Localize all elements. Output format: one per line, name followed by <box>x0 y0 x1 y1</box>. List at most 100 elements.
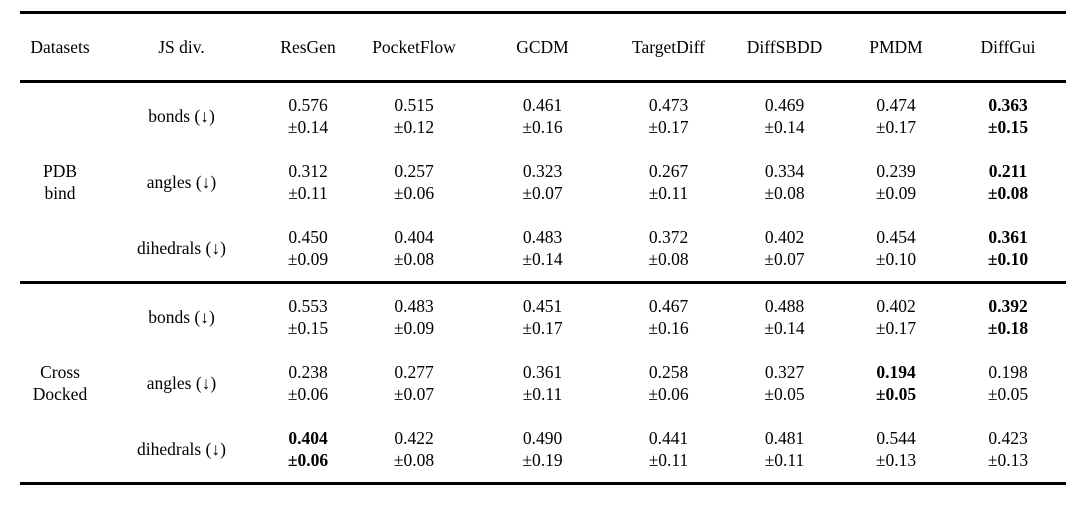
value-cell: 0.211 ±0.08 <box>950 149 1066 215</box>
value-cell: 0.553 ±0.15 <box>263 283 353 351</box>
value-cell: 0.372 ±0.08 <box>610 215 727 283</box>
mean-value: 0.467 <box>648 296 689 316</box>
std-value: ±0.05 <box>875 384 917 404</box>
mean-value: 0.461 <box>522 95 563 115</box>
mean-value: 0.451 <box>522 296 563 316</box>
mean-value: 0.334 <box>764 161 805 181</box>
mean-value: 0.361 <box>988 227 1028 247</box>
value-cell: 0.404 ±0.06 <box>263 416 353 484</box>
mean-value: 0.404 <box>288 428 328 448</box>
mean-value: 0.198 <box>988 362 1028 382</box>
std-value: ±0.06 <box>393 183 435 203</box>
value-cell: 0.277 ±0.07 <box>353 350 475 416</box>
value-cell: 0.392 ±0.18 <box>950 283 1066 351</box>
table-row-pdbbind-bonds: PDB bind bonds (↓) 0.576 ±0.14 0.515 ±0.… <box>20 82 1066 203</box>
std-value: ±0.15 <box>287 318 329 338</box>
table-row-crossdocked-angles: angles (↓) 0.238 ±0.06 0.277 ±0.07 0.361… <box>20 350 1066 416</box>
std-value: ±0.06 <box>287 384 329 404</box>
mean-value: 0.450 <box>288 227 328 247</box>
value-cell: 0.402 ±0.07 <box>727 215 842 283</box>
std-value: ±0.14 <box>522 249 563 269</box>
mean-value: 0.422 <box>394 428 434 448</box>
std-value: ±0.15 <box>987 117 1029 137</box>
metric-label-dihedrals: dihedrals (↓) <box>137 238 226 258</box>
value-cell: 0.515 ±0.12 <box>353 82 475 150</box>
std-value: ±0.17 <box>875 318 917 338</box>
mean-value: 0.239 <box>876 161 916 181</box>
mean-value: 0.490 <box>522 428 563 448</box>
value-cell: 0.441 ±0.11 <box>610 416 727 484</box>
value-cell: 0.267 ±0.11 <box>610 149 727 215</box>
std-value: ±0.14 <box>764 318 805 338</box>
std-value: ±0.11 <box>288 183 328 203</box>
std-value: ±0.18 <box>987 318 1029 338</box>
value-cell: 0.423 ±0.13 <box>950 416 1066 484</box>
value-cell: 0.363 ±0.15 <box>950 82 1066 150</box>
metric-label-angles: angles (↓) <box>146 373 217 393</box>
value-cell: 0.451 ±0.17 <box>475 283 610 351</box>
std-value: ±0.16 <box>648 318 689 338</box>
dataset-line-2: Docked <box>32 384 88 404</box>
column-header-targetdiff: TargetDiff <box>610 12 727 83</box>
dataset-line-1: Cross <box>40 362 80 382</box>
metric-label-bonds: bonds (↓) <box>148 106 215 126</box>
value-cell: 0.257 ±0.06 <box>353 149 475 215</box>
std-value: ±0.06 <box>648 384 689 404</box>
table-row-pdbbind-angles: angles (↓) 0.312 ±0.11 0.257 ±0.06 0.323… <box>20 149 1066 215</box>
std-value: ±0.07 <box>764 249 805 269</box>
js-divergence-table: Datasets JS div. ResGen PocketFlow GCDM … <box>20 11 1066 485</box>
std-value: ±0.16 <box>522 117 563 137</box>
mean-value: 0.404 <box>394 227 434 247</box>
std-value: ±0.05 <box>764 384 805 404</box>
value-cell: 0.402 ±0.17 <box>842 283 950 351</box>
mean-value: 0.441 <box>648 428 689 448</box>
mean-value: 0.454 <box>876 227 916 247</box>
mean-value: 0.277 <box>394 362 434 382</box>
value-cell: 0.334 ±0.08 <box>727 149 842 215</box>
std-value: ±0.09 <box>875 183 917 203</box>
std-value: ±0.17 <box>648 117 689 137</box>
std-value: ±0.13 <box>875 450 917 470</box>
mean-value: 0.483 <box>522 227 563 247</box>
std-value: ±0.13 <box>987 450 1029 470</box>
value-cell: 0.488 ±0.14 <box>727 283 842 351</box>
value-cell: 0.361 ±0.11 <box>475 350 610 416</box>
dataset-label-pdbbind: PDB bind <box>20 82 100 283</box>
value-cell: 0.198 ±0.05 <box>950 350 1066 416</box>
mean-value: 0.194 <box>876 362 916 382</box>
value-cell: 0.194 ±0.05 <box>842 350 950 416</box>
mean-value: 0.392 <box>988 296 1028 316</box>
value-cell: 0.483 ±0.14 <box>475 215 610 283</box>
std-value: ±0.08 <box>393 249 435 269</box>
mean-value: 0.553 <box>288 296 328 316</box>
std-value: ±0.14 <box>287 117 329 137</box>
column-header-diffgui: DiffGui <box>950 12 1066 83</box>
std-value: ±0.17 <box>522 318 563 338</box>
value-cell: 0.474 ±0.17 <box>842 82 950 150</box>
value-cell: 0.469 ±0.14 <box>727 82 842 150</box>
mean-value: 0.469 <box>764 95 805 115</box>
value-cell: 0.483 ±0.09 <box>353 283 475 351</box>
std-value: ±0.05 <box>987 384 1029 404</box>
mean-value: 0.238 <box>288 362 328 382</box>
dataset-line-2: bind <box>44 183 76 203</box>
value-cell: 0.422 ±0.08 <box>353 416 475 484</box>
std-value: ±0.19 <box>522 450 563 470</box>
metric-label-bonds: bonds (↓) <box>148 307 215 327</box>
mean-value: 0.483 <box>394 296 434 316</box>
value-cell: 0.404 ±0.08 <box>353 215 475 283</box>
mean-value: 0.363 <box>988 95 1028 115</box>
table-row-crossdocked-dihedrals: dihedrals (↓) 0.404 ±0.06 0.422 ±0.08 0.… <box>20 416 1066 484</box>
mean-value: 0.576 <box>288 95 328 115</box>
mean-value: 0.474 <box>876 95 916 115</box>
dataset-label-crossdocked: Cross Docked <box>20 283 100 484</box>
value-cell: 0.239 ±0.09 <box>842 149 950 215</box>
std-value: ±0.08 <box>393 450 435 470</box>
value-cell: 0.361 ±0.10 <box>950 215 1066 283</box>
value-cell: 0.450 ±0.09 <box>263 215 353 283</box>
value-cell: 0.312 ±0.11 <box>263 149 353 215</box>
column-header-pmdm: PMDM <box>842 12 950 83</box>
std-value: ±0.11 <box>648 183 689 203</box>
mean-value: 0.473 <box>648 95 689 115</box>
std-value: ±0.11 <box>648 450 689 470</box>
